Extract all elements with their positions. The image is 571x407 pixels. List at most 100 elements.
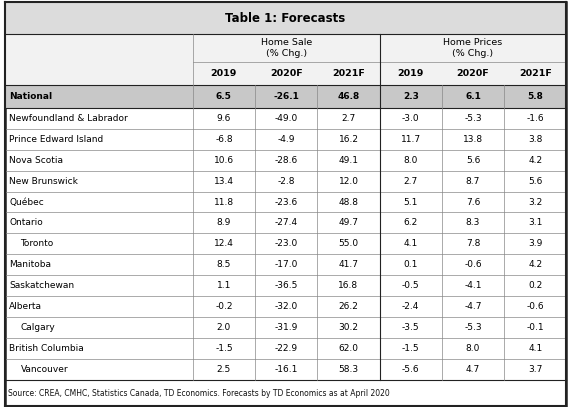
Text: 2019: 2019 [211, 69, 237, 78]
Text: 55.0: 55.0 [339, 239, 359, 248]
Text: Québec: Québec [9, 197, 44, 206]
Text: 8.9: 8.9 [217, 219, 231, 228]
Text: Prince Edward Island: Prince Edward Island [9, 135, 103, 144]
Text: 9.6: 9.6 [217, 114, 231, 123]
Text: 48.8: 48.8 [339, 197, 359, 206]
Text: -23.0: -23.0 [275, 239, 298, 248]
Text: 5.6: 5.6 [528, 177, 542, 186]
Text: 46.8: 46.8 [337, 92, 360, 101]
Text: New Brunswick: New Brunswick [9, 177, 78, 186]
Text: -0.5: -0.5 [402, 281, 420, 290]
Text: Calgary: Calgary [21, 323, 55, 332]
Text: -16.1: -16.1 [275, 365, 298, 374]
Text: 2021F: 2021F [332, 69, 365, 78]
Text: (% Chg.): (% Chg.) [452, 49, 493, 58]
Text: Manitoba: Manitoba [9, 260, 51, 269]
Text: -0.1: -0.1 [526, 323, 544, 332]
Text: Home Sale: Home Sale [260, 38, 312, 47]
Bar [5, 85, 566, 108]
Text: -2.4: -2.4 [402, 302, 420, 311]
Text: 41.7: 41.7 [339, 260, 359, 269]
Text: 2.5: 2.5 [217, 365, 231, 374]
Text: 11.7: 11.7 [401, 135, 421, 144]
Text: Nova Scotia: Nova Scotia [9, 155, 63, 165]
Text: Vancouver: Vancouver [21, 365, 68, 374]
Text: 0.1: 0.1 [404, 260, 418, 269]
Text: -32.0: -32.0 [275, 302, 298, 311]
Text: -5.6: -5.6 [402, 365, 420, 374]
Bar [5, 2, 566, 35]
Text: 6.1: 6.1 [465, 92, 481, 101]
Text: -4.9: -4.9 [278, 135, 295, 144]
Text: 16.8: 16.8 [339, 281, 359, 290]
Text: 8.0: 8.0 [466, 344, 480, 353]
Text: 4.1: 4.1 [528, 344, 542, 353]
Text: 5.8: 5.8 [528, 92, 543, 101]
Text: 3.2: 3.2 [528, 197, 542, 206]
Text: 5.1: 5.1 [404, 197, 418, 206]
Text: Alberta: Alberta [9, 302, 42, 311]
Text: 8.5: 8.5 [217, 260, 231, 269]
Text: 2019: 2019 [397, 69, 424, 78]
Text: 7.6: 7.6 [466, 197, 480, 206]
Text: 4.7: 4.7 [466, 365, 480, 374]
Text: 2.7: 2.7 [341, 114, 356, 123]
Text: Toronto: Toronto [21, 239, 54, 248]
Text: 16.2: 16.2 [339, 135, 359, 144]
Text: 2020F: 2020F [457, 69, 489, 78]
Text: 11.8: 11.8 [214, 197, 234, 206]
Text: Ontario: Ontario [9, 219, 43, 228]
Text: -0.6: -0.6 [464, 260, 482, 269]
Text: 3.1: 3.1 [528, 219, 542, 228]
Text: 49.1: 49.1 [339, 155, 359, 165]
Text: 0.2: 0.2 [528, 281, 542, 290]
Text: -22.9: -22.9 [275, 344, 297, 353]
Text: 13.4: 13.4 [214, 177, 234, 186]
Text: 6.5: 6.5 [216, 92, 232, 101]
Text: -5.3: -5.3 [464, 114, 482, 123]
Text: 3.8: 3.8 [528, 135, 542, 144]
Text: Newfoundland & Labrador: Newfoundland & Labrador [9, 114, 128, 123]
Text: 10.6: 10.6 [214, 155, 234, 165]
Text: 3.9: 3.9 [528, 239, 542, 248]
Text: -3.5: -3.5 [402, 323, 420, 332]
Text: -26.1: -26.1 [274, 92, 299, 101]
Text: -1.5: -1.5 [402, 344, 420, 353]
Text: 6.2: 6.2 [404, 219, 418, 228]
Text: 4.2: 4.2 [528, 260, 542, 269]
Text: -17.0: -17.0 [275, 260, 298, 269]
Text: 58.3: 58.3 [339, 365, 359, 374]
Text: 2.0: 2.0 [217, 323, 231, 332]
Text: -4.1: -4.1 [464, 281, 482, 290]
Text: Home Prices: Home Prices [444, 38, 502, 47]
Text: 62.0: 62.0 [339, 344, 359, 353]
Text: -0.2: -0.2 [215, 302, 232, 311]
Text: -23.6: -23.6 [275, 197, 298, 206]
Text: -1.6: -1.6 [526, 114, 544, 123]
Text: 4.2: 4.2 [528, 155, 542, 165]
Text: 4.1: 4.1 [404, 239, 418, 248]
Bar [5, 62, 566, 85]
Text: -1.5: -1.5 [215, 344, 233, 353]
Text: 8.0: 8.0 [404, 155, 418, 165]
Text: 12.4: 12.4 [214, 239, 234, 248]
Text: 3.7: 3.7 [528, 365, 542, 374]
Text: 5.6: 5.6 [466, 155, 480, 165]
Text: National: National [9, 92, 53, 101]
Text: 8.3: 8.3 [466, 219, 480, 228]
Text: British Columbia: British Columbia [9, 344, 84, 353]
Text: -27.4: -27.4 [275, 219, 297, 228]
Text: -28.6: -28.6 [275, 155, 298, 165]
Text: -4.7: -4.7 [464, 302, 482, 311]
Text: -6.8: -6.8 [215, 135, 233, 144]
Text: 12.0: 12.0 [339, 177, 359, 186]
Text: -3.0: -3.0 [402, 114, 420, 123]
Text: Source: CREA, CMHC, Statistics Canada, TD Economics. Forecasts by TD Economics a: Source: CREA, CMHC, Statistics Canada, T… [8, 389, 390, 398]
Text: 26.2: 26.2 [339, 302, 359, 311]
Text: 2020F: 2020F [270, 69, 303, 78]
Text: 30.2: 30.2 [339, 323, 359, 332]
Text: 8.7: 8.7 [466, 177, 480, 186]
Text: 2021F: 2021F [519, 69, 552, 78]
Text: 49.7: 49.7 [339, 219, 359, 228]
Text: -5.3: -5.3 [464, 323, 482, 332]
